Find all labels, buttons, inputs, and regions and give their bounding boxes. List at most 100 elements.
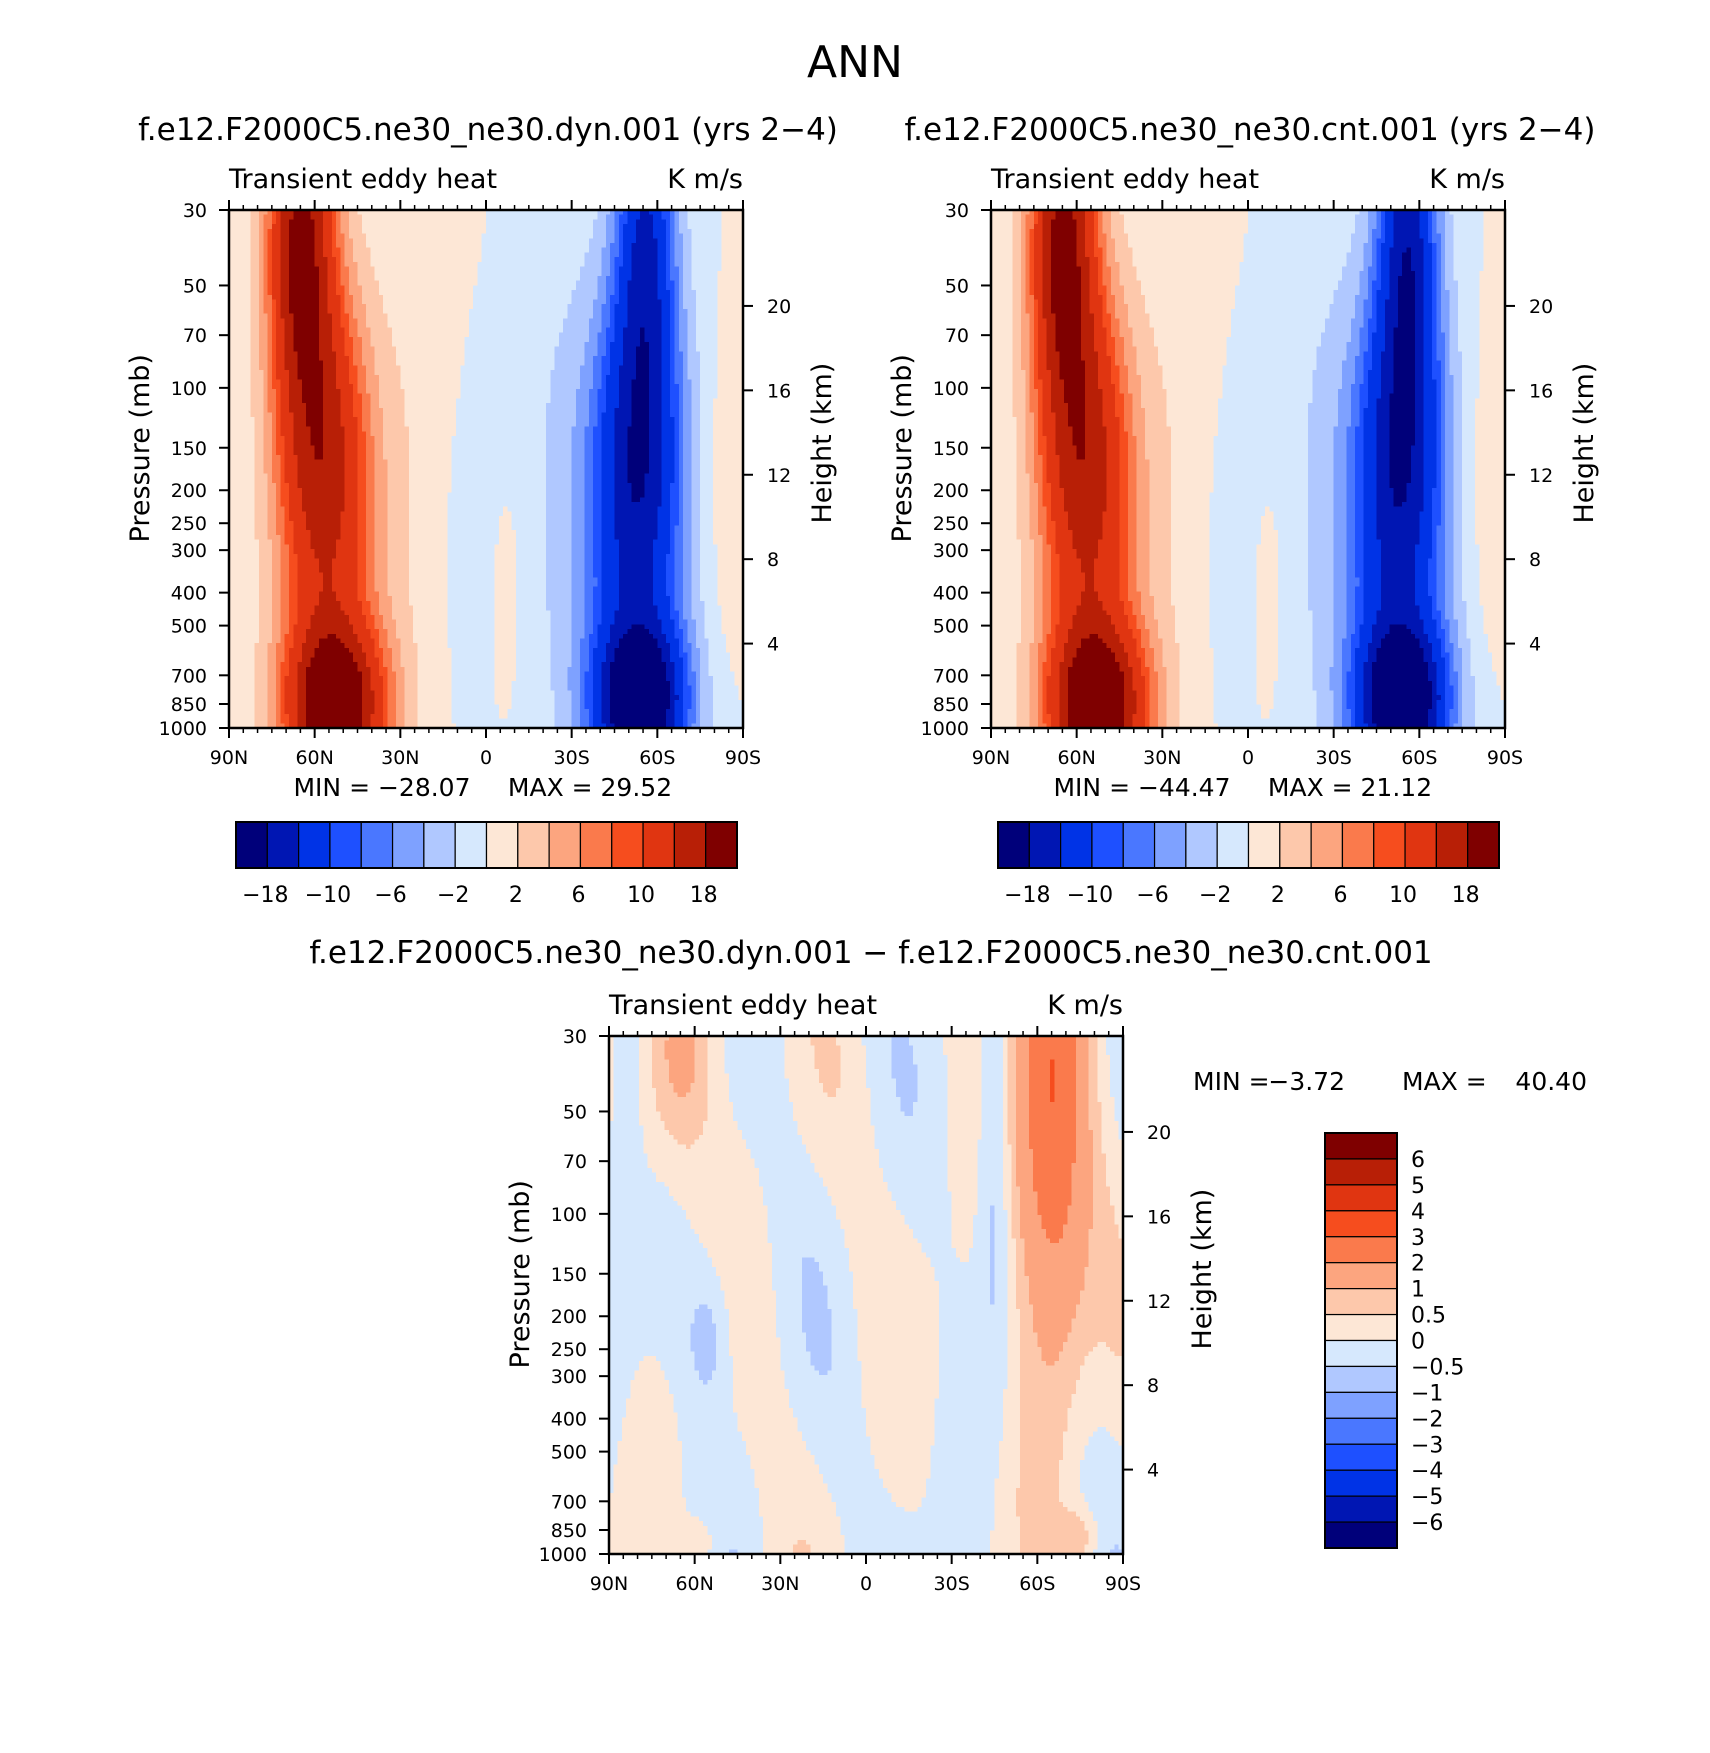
contour-cell xyxy=(361,285,380,291)
contour-cell xyxy=(1415,346,1425,352)
contour-cell xyxy=(1085,393,1103,399)
contour-cell xyxy=(229,426,256,432)
contour-cell xyxy=(396,619,414,625)
contour-cell xyxy=(610,638,620,644)
contour-cell xyxy=(1440,403,1446,409)
contour-cell xyxy=(713,534,744,541)
contour-cell xyxy=(601,440,616,447)
contour-cell xyxy=(1020,242,1026,249)
contour-cell xyxy=(683,247,693,253)
contour-cell xyxy=(229,600,260,607)
contour-cell xyxy=(258,271,264,277)
contour-cell xyxy=(593,713,603,720)
contour-cell xyxy=(263,242,269,249)
contour-cell xyxy=(1367,388,1382,395)
contour-cell xyxy=(284,676,299,682)
contour-cell xyxy=(665,591,676,597)
contour-cell xyxy=(1457,313,1480,319)
contour-cell xyxy=(288,252,316,258)
contour-cell xyxy=(1038,327,1048,334)
contour-cell xyxy=(447,600,496,607)
contour-cell xyxy=(657,643,671,649)
contour-cell xyxy=(1445,219,1455,225)
contour-cell xyxy=(683,403,693,409)
x-tick-label: 30S xyxy=(554,747,590,769)
contour-cell xyxy=(284,530,294,536)
contour-cell xyxy=(336,355,350,362)
contour-cell xyxy=(571,487,586,494)
contour-cell xyxy=(661,407,671,414)
contour-cell xyxy=(1453,384,1463,390)
contour-cell xyxy=(1380,247,1390,253)
contour-cell xyxy=(293,450,316,456)
contour-cell xyxy=(306,676,363,682)
contour-cell xyxy=(366,563,376,569)
contour-cell xyxy=(340,294,346,301)
contour-cell xyxy=(374,355,397,362)
contour-cell xyxy=(408,473,453,480)
contour-cell xyxy=(648,417,663,423)
contour-cell xyxy=(1020,266,1026,272)
contour-cell xyxy=(288,233,316,239)
contour-cell xyxy=(1436,412,1442,418)
contour-cell xyxy=(571,525,586,531)
contour-cell xyxy=(1445,233,1455,239)
contour-cell xyxy=(571,483,586,489)
contour-cell xyxy=(284,699,299,706)
contour-cell xyxy=(515,610,551,616)
contour-cell xyxy=(678,478,684,484)
contour-cell xyxy=(1376,421,1390,428)
contour-cell xyxy=(730,652,744,658)
contour-cell xyxy=(297,699,307,706)
contour-cell xyxy=(991,210,1014,216)
contour-cell xyxy=(648,450,663,456)
contour-cell xyxy=(258,261,264,268)
contour-cell xyxy=(1080,337,1095,343)
contour-cell xyxy=(1110,214,1125,221)
contour-cell xyxy=(623,351,637,357)
contour-cell xyxy=(618,294,628,301)
contour-cell xyxy=(1479,379,1506,385)
contour-cell xyxy=(318,271,329,277)
contour-cell xyxy=(678,492,684,498)
contour-cell xyxy=(1445,285,1459,291)
contour-cell xyxy=(1038,407,1043,414)
contour-cell xyxy=(717,567,744,574)
contour-cell xyxy=(336,553,359,560)
colorbar-label: −10 xyxy=(305,883,351,908)
contour-cell xyxy=(1059,365,1086,371)
contour-cell xyxy=(229,563,260,569)
contour-cell xyxy=(1440,412,1446,418)
contour-cell xyxy=(691,520,701,527)
contour-cell xyxy=(293,629,307,635)
contour-cell xyxy=(683,299,697,305)
contour-cell xyxy=(1042,388,1052,395)
x-tick-label: 60S xyxy=(639,747,675,769)
contour-cell xyxy=(1076,219,1086,225)
contour-cell xyxy=(1440,294,1450,301)
contour-cell xyxy=(1445,252,1455,258)
contour-cell xyxy=(571,652,581,658)
contour-cell xyxy=(271,436,277,442)
contour-cell xyxy=(1440,290,1450,296)
contour-cell xyxy=(366,530,376,536)
contour-cell xyxy=(1038,393,1043,399)
contour-cell xyxy=(571,558,586,564)
contour-cell xyxy=(610,690,671,696)
contour-cell xyxy=(588,327,603,334)
contour-cell xyxy=(473,294,573,301)
contour-cell xyxy=(661,332,671,338)
contour-cell xyxy=(331,558,359,564)
contour-cell xyxy=(601,384,607,390)
contour-cell xyxy=(361,224,487,230)
contour-cell xyxy=(323,440,346,447)
contour-cell xyxy=(1140,393,1168,399)
contour-cell xyxy=(674,313,680,319)
contour-cell xyxy=(1243,233,1352,239)
contour-cell xyxy=(408,520,449,527)
contour-cell xyxy=(1436,341,1446,348)
contour-cell xyxy=(1453,403,1463,409)
contour-cell xyxy=(366,577,376,583)
contour-cell xyxy=(515,619,551,625)
contour-cell xyxy=(284,695,299,701)
